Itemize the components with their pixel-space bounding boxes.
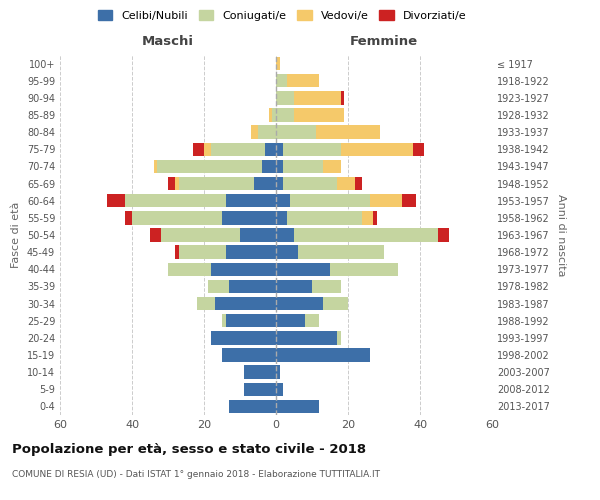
- Bar: [244, 382, 276, 396]
- Bar: [362, 211, 373, 224]
- Bar: [323, 297, 348, 310]
- Bar: [179, 246, 226, 259]
- Bar: [193, 142, 204, 156]
- Bar: [179, 177, 254, 190]
- Bar: [283, 160, 323, 173]
- Bar: [337, 177, 355, 190]
- Bar: [287, 74, 319, 88]
- Bar: [341, 142, 413, 156]
- Bar: [341, 91, 344, 104]
- Bar: [298, 246, 384, 259]
- Bar: [258, 126, 276, 139]
- Bar: [283, 142, 341, 156]
- Bar: [125, 194, 226, 207]
- Bar: [157, 160, 262, 173]
- Bar: [276, 126, 316, 139]
- Legend: Celibi/Nubili, Coniugati/e, Vedovi/e, Divorziati/e: Celibi/Nubili, Coniugati/e, Vedovi/e, Di…: [93, 6, 471, 25]
- Text: COMUNE DI RESIA (UD) - Dati ISTAT 1° gennaio 2018 - Elaborazione TUTTITALIA.IT: COMUNE DI RESIA (UD) - Dati ISTAT 1° gen…: [12, 470, 380, 479]
- Bar: [150, 228, 161, 241]
- Bar: [276, 262, 330, 276]
- Bar: [294, 91, 341, 104]
- Bar: [323, 160, 341, 173]
- Bar: [316, 126, 380, 139]
- Bar: [276, 160, 283, 173]
- Bar: [208, 280, 229, 293]
- Bar: [276, 331, 337, 344]
- Bar: [211, 331, 276, 344]
- Bar: [107, 194, 125, 207]
- Bar: [438, 228, 449, 241]
- Bar: [226, 194, 276, 207]
- Bar: [222, 348, 276, 362]
- Bar: [305, 314, 319, 328]
- Bar: [229, 400, 276, 413]
- Y-axis label: Fasce di età: Fasce di età: [11, 202, 21, 268]
- Bar: [168, 177, 175, 190]
- Bar: [287, 211, 362, 224]
- Bar: [244, 366, 276, 379]
- Bar: [272, 108, 276, 122]
- Text: Maschi: Maschi: [142, 35, 194, 48]
- Bar: [276, 91, 294, 104]
- Bar: [373, 211, 377, 224]
- Bar: [276, 246, 298, 259]
- Bar: [276, 297, 323, 310]
- Bar: [222, 211, 276, 224]
- Bar: [290, 194, 370, 207]
- Bar: [197, 297, 215, 310]
- Bar: [251, 126, 258, 139]
- Bar: [276, 211, 287, 224]
- Bar: [175, 246, 179, 259]
- Bar: [265, 142, 276, 156]
- Bar: [276, 108, 294, 122]
- Bar: [240, 228, 276, 241]
- Bar: [276, 280, 312, 293]
- Bar: [229, 280, 276, 293]
- Bar: [276, 382, 283, 396]
- Bar: [276, 366, 280, 379]
- Bar: [283, 177, 337, 190]
- Bar: [161, 228, 240, 241]
- Bar: [175, 177, 179, 190]
- Bar: [276, 194, 290, 207]
- Bar: [370, 194, 402, 207]
- Bar: [276, 177, 283, 190]
- Bar: [276, 348, 370, 362]
- Bar: [132, 211, 222, 224]
- Bar: [269, 108, 272, 122]
- Bar: [125, 211, 132, 224]
- Text: Popolazione per età, sesso e stato civile - 2018: Popolazione per età, sesso e stato civil…: [12, 442, 366, 456]
- Bar: [262, 160, 276, 173]
- Bar: [204, 142, 211, 156]
- Bar: [402, 194, 416, 207]
- Bar: [276, 74, 287, 88]
- Bar: [276, 314, 305, 328]
- Bar: [276, 142, 283, 156]
- Bar: [254, 177, 276, 190]
- Bar: [312, 280, 341, 293]
- Bar: [168, 262, 211, 276]
- Bar: [337, 331, 341, 344]
- Bar: [226, 314, 276, 328]
- Bar: [215, 297, 276, 310]
- Bar: [226, 246, 276, 259]
- Bar: [413, 142, 424, 156]
- Text: Femmine: Femmine: [350, 35, 418, 48]
- Bar: [294, 228, 438, 241]
- Bar: [222, 314, 226, 328]
- Bar: [330, 262, 398, 276]
- Bar: [276, 400, 319, 413]
- Bar: [294, 108, 344, 122]
- Bar: [276, 57, 280, 70]
- Bar: [154, 160, 157, 173]
- Y-axis label: Anni di nascita: Anni di nascita: [556, 194, 566, 276]
- Bar: [211, 142, 265, 156]
- Bar: [276, 228, 294, 241]
- Bar: [355, 177, 362, 190]
- Bar: [211, 262, 276, 276]
